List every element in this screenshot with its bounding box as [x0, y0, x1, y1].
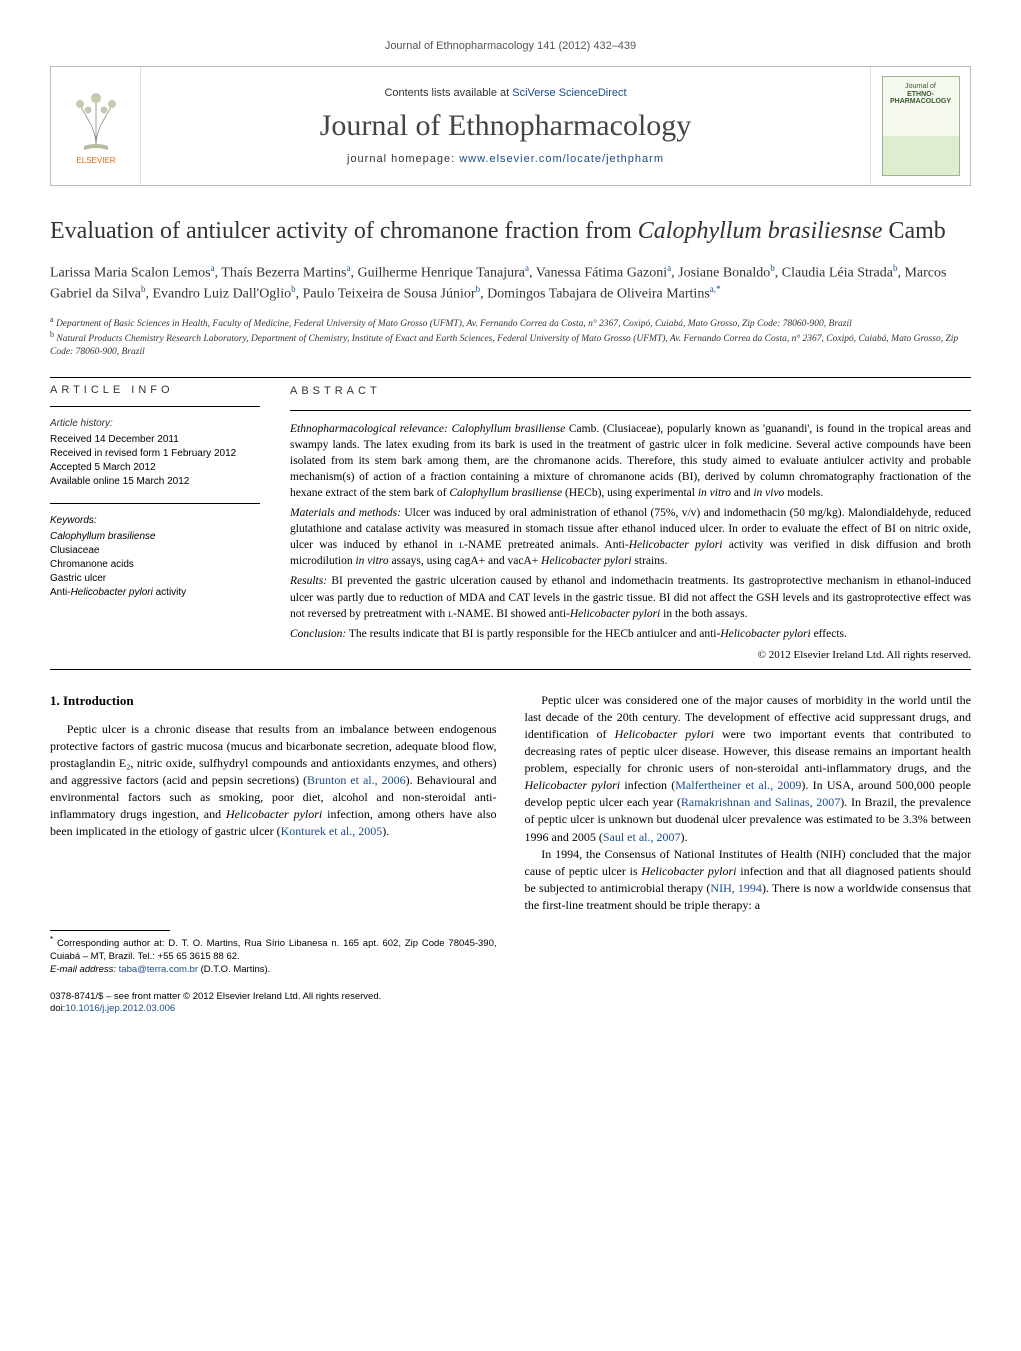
article-history: Article history: Received 14 December 20… [50, 417, 260, 489]
footer-meta: 0378-8741/$ – see front matter © 2012 El… [50, 991, 497, 1017]
sciencedirect-link[interactable]: SciVerse ScienceDirect [512, 87, 626, 99]
journal-homepage-link[interactable]: www.elsevier.com/locate/jethpharm [459, 153, 664, 165]
body-two-columns: 1. Introduction Peptic ulcer is a chroni… [50, 692, 971, 1016]
affiliations: a Department of Basic Sciences in Health… [50, 315, 971, 360]
affiliation-a-text: Department of Basic Sciences in Health, … [56, 319, 852, 329]
intro-p1-post: ). [382, 824, 389, 838]
corresponding-author-footnote: * Corresponding author at: D. T. O. Mart… [50, 930, 497, 977]
footnote-rule [50, 930, 170, 931]
ref-malfertheiner-2009[interactable]: Malfertheiner et al., 2009 [675, 778, 801, 792]
abstract-copyright: © 2012 Elsevier Ireland Ltd. All rights … [290, 648, 971, 663]
affiliation-b-text: Natural Products Chemistry Research Labo… [50, 335, 958, 358]
author-list: Larissa Maria Scalon Lemosa, Thaís Bezer… [50, 262, 971, 305]
journal-cover-box: Journal of ETHNO- PHARMACOLOGY [870, 67, 970, 185]
cover-title-line3: PHARMACOLOGY [890, 98, 951, 106]
abstract-relevance: Ethnopharmacological relevance: Calophyl… [290, 421, 971, 501]
abs-results-text: BI prevented the gastric ulceration caus… [290, 575, 971, 619]
keywords-label: Keywords: [50, 514, 260, 528]
history-received: Received 14 December 2011 [50, 433, 260, 447]
homepage-prefix: journal homepage: [347, 153, 459, 165]
corresponding-email-line: E-mail address: taba@terra.com.br (D.T.O… [50, 964, 497, 977]
history-accepted: Accepted 5 March 2012 [50, 461, 260, 475]
intro-p1: Peptic ulcer is a chronic disease that r… [50, 721, 497, 840]
keyword-4: Anti-Helicobacter pylori activity [50, 586, 260, 600]
history-online: Available online 15 March 2012 [50, 475, 260, 489]
email-suffix: (D.T.O. Martins). [198, 964, 270, 975]
cover-title-line2: ETHNO- [907, 91, 934, 99]
running-head: Journal of Ethnopharmacology 141 (2012) … [50, 40, 971, 52]
front-matter-line: 0378-8741/$ – see front matter © 2012 El… [50, 991, 497, 1004]
publisher-logo-box: ELSEVIER [51, 67, 141, 185]
abs-methods-label: Materials and methods: [290, 507, 401, 519]
page: Journal of Ethnopharmacology 141 (2012) … [0, 0, 1021, 1056]
ref-nih-1994[interactable]: NIH, 1994 [710, 881, 762, 895]
info-rule-1 [50, 406, 260, 407]
info-abstract-row: ARTICLE INFO Article history: Received 1… [50, 384, 971, 663]
doi-label: doi: [50, 1003, 65, 1014]
divider-top [50, 377, 971, 378]
abstract-column: ABSTRACT Ethnopharmacological relevance:… [290, 384, 971, 663]
history-label: Article history: [50, 417, 260, 431]
journal-cover-thumb: Journal of ETHNO- PHARMACOLOGY [882, 76, 960, 176]
abstract-methods: Materials and methods: Ulcer was induced… [290, 505, 971, 569]
title-text-before: Evaluation of antiulcer activity of chro… [50, 218, 638, 244]
ref-konturek-2005[interactable]: Konturek et al., 2005 [281, 824, 383, 838]
intro-p2-post: ). [680, 830, 687, 844]
abstract-conclusion: Conclusion: The results indicate that BI… [290, 626, 971, 642]
abstract-results: Results: BI prevented the gastric ulcera… [290, 573, 971, 621]
affiliation-a: a Department of Basic Sciences in Health… [50, 315, 971, 331]
title-species: Calophyllum brasiliesnse [638, 218, 883, 244]
email-label: E-mail address: [50, 964, 119, 975]
contents-lists-line: Contents lists available at SciVerse Sci… [384, 87, 626, 99]
contents-prefix: Contents lists available at [384, 87, 512, 99]
article-info-column: ARTICLE INFO Article history: Received 1… [50, 384, 260, 663]
elsevier-tree-logo: ELSEVIER [66, 86, 126, 166]
masthead-center: Contents lists available at SciVerse Sci… [141, 67, 870, 185]
corresponding-body: Corresponding author at: D. T. O. Martin… [50, 938, 497, 962]
elsevier-wordmark: ELSEVIER [76, 156, 115, 165]
affiliation-b: b Natural Products Chemistry Research La… [50, 330, 971, 359]
info-rule-2 [50, 503, 260, 504]
journal-homepage-line: journal homepage: www.elsevier.com/locat… [347, 153, 664, 165]
history-revised: Received in revised form 1 February 2012 [50, 447, 260, 461]
keyword-0: Calophyllum brasiliense [50, 530, 260, 544]
abs-relevance-label: Ethnopharmacological relevance: [290, 423, 448, 435]
intro-p2: Peptic ulcer was considered one of the m… [525, 692, 972, 845]
abs-conclusion-label: Conclusion: [290, 628, 346, 640]
abstract-heading: ABSTRACT [290, 384, 971, 399]
intro-heading: 1. Introduction [50, 692, 497, 710]
keyword-3: Gastric ulcer [50, 572, 260, 586]
abs-results-label: Results: [290, 575, 327, 587]
ref-brunton-2006[interactable]: Brunton et al., 2006 [307, 773, 406, 787]
doi-link[interactable]: 10.1016/j.jep.2012.03.006 [65, 1003, 175, 1014]
doi-line: doi:10.1016/j.jep.2012.03.006 [50, 1003, 497, 1016]
cover-title-line1: Journal of [905, 83, 936, 91]
keywords-block: Keywords: Calophyllum brasiliense Clusia… [50, 514, 260, 600]
ref-saul-2007[interactable]: Saul et al., 2007 [603, 830, 681, 844]
journal-name: Journal of Ethnopharmacology [320, 109, 692, 143]
keyword-1: Clusiaceae [50, 544, 260, 558]
abs-conclusion-text: The results indicate that BI is partly r… [346, 628, 847, 640]
divider-bottom [50, 669, 971, 670]
intro-p3: In 1994, the Consensus of National Insti… [525, 846, 972, 914]
corresponding-text: * Corresponding author at: D. T. O. Mart… [50, 935, 497, 964]
abs-rule [290, 410, 971, 411]
title-text-after: Camb [882, 218, 945, 244]
article-title: Evaluation of antiulcer activity of chro… [50, 216, 971, 246]
ref-ramakrishnan-2007[interactable]: Ramakrishnan and Salinas, 2007 [681, 795, 840, 809]
corresponding-email-link[interactable]: taba@terra.com.br [119, 964, 198, 975]
keyword-2: Chromanone acids [50, 558, 260, 572]
article-info-heading: ARTICLE INFO [50, 384, 260, 396]
masthead: ELSEVIER Contents lists available at Sci… [50, 66, 971, 186]
